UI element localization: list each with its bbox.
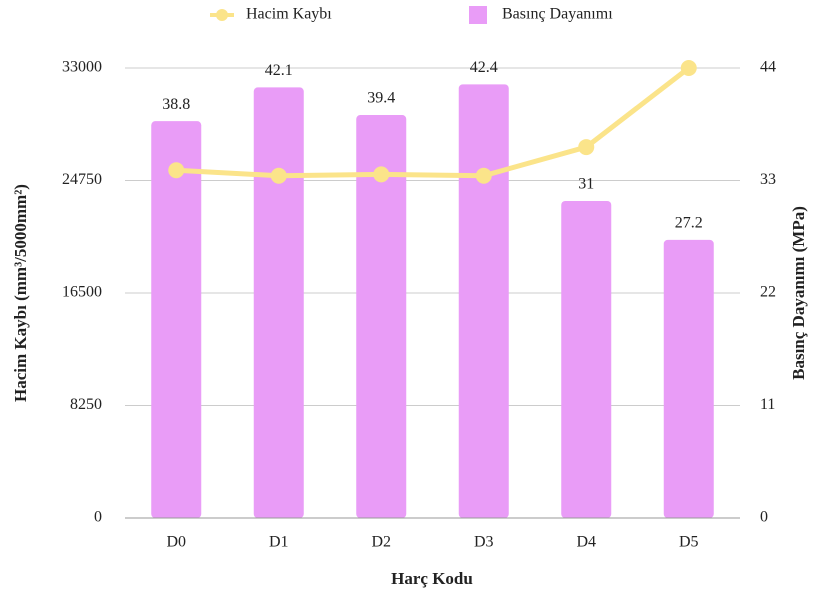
x-tick-label: D2 [371,534,391,551]
x-axis-title: Harç Kodu [391,569,473,588]
bar-value-label: 38.8 [162,96,190,113]
y-tick-label: 8250 [70,396,102,413]
bar-value-label: 42.4 [470,59,498,76]
bar [356,115,407,518]
line-marker [168,162,185,179]
x-tick-label: D1 [269,534,289,551]
legend-label: Basınç Dayanımı [502,6,613,23]
bar [253,87,304,518]
legend-swatch [469,6,487,24]
y2-tick-label: 11 [760,396,775,413]
x-tick-label: D4 [576,534,596,551]
y2-tick-label: 22 [760,284,776,301]
legend-label: Hacim Kaybı [246,6,332,23]
y-tick-label: 24750 [62,171,102,188]
y-tick-label: 0 [94,509,102,526]
line [176,66,691,179]
bar-value-label: 39.4 [367,90,395,107]
bar [561,200,612,519]
bar [663,239,714,518]
y2-axis-title: Basınç Dayanımı (MPa) [789,206,808,380]
y2-tick-label: 33 [760,171,776,188]
bar [151,121,202,518]
x-tick-label: D5 [679,534,699,551]
x-tick-label: D0 [166,534,186,551]
y2-tick-label: 44 [760,59,776,76]
bar-value-label: 31 [578,176,594,193]
y-tick-label: 33000 [62,59,102,76]
x-tick-label: D3 [474,534,494,551]
line-marker [373,166,390,183]
bar-value-label: 42.1 [265,62,293,79]
line-marker [578,139,595,156]
line-marker [475,167,492,184]
bar-value-label: 27.2 [675,214,703,231]
legend-swatch [216,9,228,21]
y-tick-label: 16500 [62,284,102,301]
bar [458,84,509,518]
y2-tick-label: 0 [760,509,768,526]
line-marker [680,60,697,76]
y-axis-title: Hacim Kaybı (mm³/5000mm²) [11,184,30,402]
line-marker [270,167,287,184]
